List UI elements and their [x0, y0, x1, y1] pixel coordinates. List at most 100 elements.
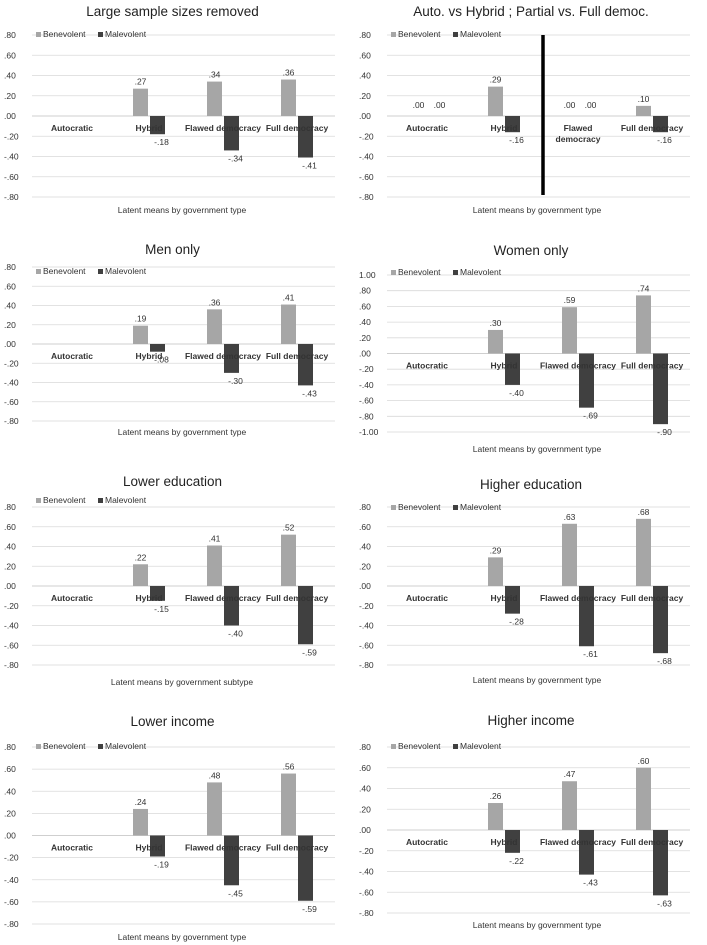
data-label-malevolent: -.90: [657, 427, 672, 437]
chart-panel-3: Men only .80 .60 .40 .20 .00 -.20 -.40 -.60 -.80 B…: [4, 242, 335, 437]
data-label-malevolent: -.43: [302, 388, 317, 398]
y-tick-label: .40: [4, 786, 16, 796]
legend-swatch-malevolent: [453, 32, 458, 37]
bar-benevolent: [488, 557, 503, 586]
data-label-benevolent: .63: [564, 512, 576, 522]
category-label: Full democracy: [621, 361, 684, 371]
bar-malevolent: [579, 353, 594, 408]
y-tick-label: .60: [4, 764, 16, 774]
bar-malevolent: [150, 835, 165, 857]
category-label: Full democracy: [621, 593, 684, 603]
y-tick-label: .00: [4, 111, 16, 121]
data-label-malevolent: -.61: [583, 649, 598, 659]
y-tick-label: 1.00: [359, 270, 376, 280]
legend-swatch-benevolent: [36, 498, 41, 503]
y-tick-label: .60: [4, 522, 16, 532]
bar-benevolent: [207, 81, 222, 116]
chart-panel-8: Higher income .80 .60 .40 .20 .00 -.20 -.40 -.60…: [359, 713, 690, 930]
bar-malevolent: [579, 586, 594, 647]
y-tick-label: .60: [359, 301, 371, 311]
data-label-malevolent: -.43: [583, 878, 598, 888]
category-label: Full democracy: [621, 123, 684, 133]
bar-malevolent: [579, 830, 594, 875]
y-tick-label: .80: [359, 502, 371, 512]
data-label-benevolent: .56: [283, 762, 295, 772]
data-label-benevolent: .47: [564, 769, 576, 779]
chart-panel-6: Higher education .80 .60 .40 .20 .00 -.20 -.40 -…: [359, 477, 690, 685]
chart-title: Auto. vs Hybrid ; Partial vs. Full democ…: [413, 4, 649, 19]
y-tick-label: .80: [4, 30, 16, 40]
data-label-malevolent: -.34: [228, 153, 243, 163]
bar-benevolent: [281, 79, 296, 116]
legend-swatch-benevolent: [36, 744, 41, 749]
y-tick-label: -.40: [359, 152, 374, 162]
legend-swatch-benevolent: [391, 270, 396, 275]
bar-malevolent: [298, 586, 313, 645]
data-label-malevolent: -.59: [302, 647, 317, 657]
y-tick-label: -.80: [359, 192, 374, 202]
x-axis-title: Latent means by government type: [118, 427, 247, 437]
data-label-malevolent: -.59: [302, 904, 317, 914]
y-tick-label: -.40: [4, 152, 19, 162]
data-label-benevolent: .29: [490, 545, 502, 555]
data-label-benevolent: .24: [135, 797, 147, 807]
data-label-benevolent: .52: [283, 523, 295, 533]
data-label-benevolent: .59: [564, 295, 576, 305]
category-label: Autocratic: [406, 361, 448, 371]
bar-malevolent: [505, 830, 520, 853]
data-label-malevolent: -.22: [509, 856, 524, 866]
chart-panel-4: Women only 1.00 .80 .60 .40 .20 .00 -.20 -.40 -.6…: [359, 243, 690, 454]
y-tick-label: -.80: [4, 416, 19, 426]
legend-label-malevolent: Malevolent: [460, 741, 502, 751]
category-label: Autocratic: [51, 123, 93, 133]
y-tick-label: .80: [359, 30, 371, 40]
y-tick-label: -.20: [359, 131, 374, 141]
data-label-benevolent: .41: [209, 534, 221, 544]
y-tick-label: -.60: [4, 172, 19, 182]
category-label: Flawed democracy: [185, 351, 261, 361]
y-tick-label: .60: [4, 50, 16, 60]
bar-benevolent: [488, 329, 503, 354]
bar-malevolent: [150, 116, 165, 135]
legend-label-benevolent: Benevolent: [398, 502, 441, 512]
y-tick-label: -.80: [359, 411, 374, 421]
y-tick-label: .00: [4, 831, 16, 841]
category-label: Hybrid: [136, 843, 163, 853]
y-tick-label: -.20: [4, 601, 19, 611]
legend-label-benevolent: Benevolent: [398, 29, 441, 39]
y-tick-label: -.20: [359, 846, 374, 856]
legend-label-benevolent: Benevolent: [43, 266, 86, 276]
legend-label-benevolent: Benevolent: [398, 267, 441, 277]
bar-malevolent: [653, 830, 668, 896]
bar-malevolent: [653, 353, 668, 425]
bar-malevolent: [150, 344, 165, 352]
y-tick-label: .40: [359, 542, 371, 552]
y-tick-label: .00: [4, 339, 16, 349]
bar-benevolent: [488, 86, 503, 116]
category-label: Autocratic: [406, 593, 448, 603]
y-tick-label: -.20: [4, 853, 19, 863]
data-label-benevolent: .68: [638, 507, 650, 517]
data-label-benevolent: .26: [490, 791, 502, 801]
legend-swatch-malevolent: [98, 269, 103, 274]
data-label-benevolent: .34: [209, 70, 221, 80]
legend-label-benevolent: Benevolent: [43, 29, 86, 39]
category-label: Hybrid: [491, 593, 518, 603]
data-label-malevolent: -.63: [657, 898, 672, 908]
category-label: Hybrid: [136, 593, 163, 603]
y-tick-label: .60: [359, 50, 371, 60]
legend-swatch-malevolent: [98, 744, 103, 749]
legend-label-malevolent: Malevolent: [105, 29, 147, 39]
y-tick-label: -.20: [359, 601, 374, 611]
legend-label-malevolent: Malevolent: [460, 502, 502, 512]
category-label: Full democracy: [266, 123, 329, 133]
chart-title: Men only: [145, 242, 200, 257]
x-axis-title: Latent means by government type: [473, 920, 602, 930]
y-tick-label: .60: [4, 281, 16, 291]
data-label-malevolent: .00: [434, 100, 446, 110]
legend-swatch-malevolent: [98, 498, 103, 503]
y-tick-label: .80: [359, 742, 371, 752]
category-label: Flawed democracy: [185, 843, 261, 853]
category-label: Autocratic: [51, 843, 93, 853]
y-tick-label: -.40: [359, 621, 374, 631]
